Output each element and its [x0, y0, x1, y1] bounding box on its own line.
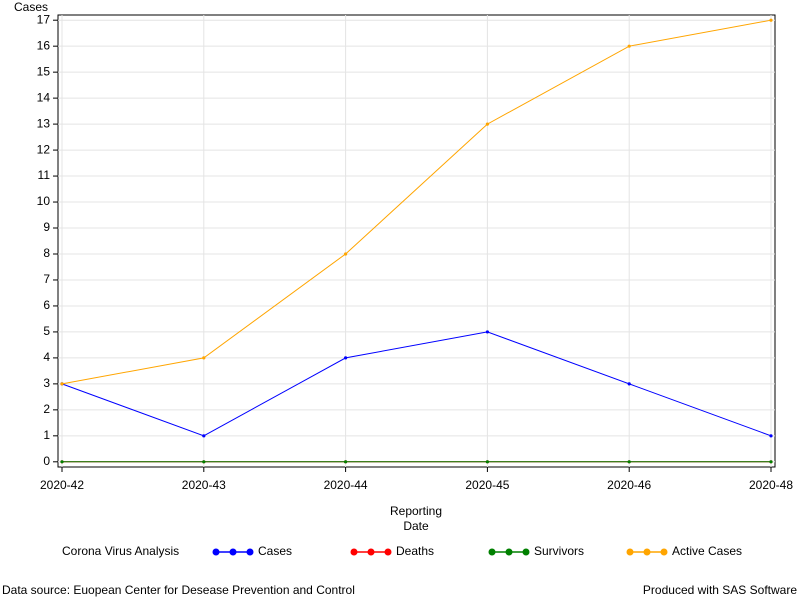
legend-marker: [505, 548, 513, 556]
y-axis-label: Cases: [14, 0, 48, 14]
y-tick-label: 9: [43, 220, 50, 234]
y-tick-label: 10: [37, 194, 51, 208]
x-tick-label: 2020-43: [182, 478, 226, 492]
x-tick-label: 2020-46: [607, 478, 651, 492]
footnote: Data source: Euopean Center for Desease …: [2, 583, 355, 597]
x-axis-label: Reporting Date: [389, 504, 443, 533]
legend-marker: [212, 548, 220, 556]
y-tick-label: 1: [43, 428, 50, 442]
data-point: [769, 434, 773, 438]
y-tick-label: 4: [43, 350, 50, 364]
data-point: [769, 460, 773, 464]
series-line: [61, 19, 772, 385]
y-tick-label: 12: [37, 142, 51, 156]
data-point: [60, 460, 64, 464]
y-tick-label: 7: [43, 272, 50, 286]
legend-title: Corona Virus Analysis: [62, 544, 179, 558]
y-tick-label: 15: [37, 64, 51, 78]
data-point: [485, 122, 489, 126]
x-tick-label: 2020-48: [749, 478, 793, 492]
y-tick-label: 13: [37, 116, 51, 130]
data-point: [344, 356, 348, 360]
legend-marker: [660, 548, 668, 556]
data-point: [627, 460, 631, 464]
data-point: [202, 356, 206, 360]
legend-marker: [643, 548, 651, 556]
legend-marker: [384, 548, 392, 556]
plot-frame: [57, 14, 776, 468]
legend-marker: [488, 548, 496, 556]
footnote: Produced with SAS Software: [643, 583, 797, 597]
y-tick-label: 14: [37, 90, 51, 104]
data-point: [202, 460, 206, 464]
data-point: [202, 434, 206, 438]
y-tick-label: 6: [43, 298, 50, 312]
legend-marker: [246, 548, 254, 556]
legend-marker: [522, 548, 530, 556]
data-point: [627, 382, 631, 386]
legend-marker: [626, 548, 634, 556]
y-tick-label: 17: [37, 12, 51, 26]
y-tick-label: 0: [43, 454, 50, 468]
x-tick-label: 2020-42: [40, 478, 84, 492]
data-point: [60, 382, 64, 386]
legend-label: Active Cases: [672, 544, 742, 558]
data-point: [769, 18, 773, 22]
legend-marker: [367, 548, 375, 556]
y-tick-label: 3: [43, 376, 50, 390]
y-tick-label: 2: [43, 402, 50, 416]
legend-marker: [229, 548, 237, 556]
legend-label: Survivors: [534, 544, 584, 558]
data-point: [485, 330, 489, 334]
data-point: [485, 460, 489, 464]
y-tick-label: 11: [38, 168, 51, 182]
y-tick-label: 8: [43, 246, 50, 260]
data-point: [344, 252, 348, 256]
x-tick-label: 2020-44: [324, 478, 368, 492]
legend-marker: [350, 548, 358, 556]
y-tick-label: 5: [43, 324, 50, 338]
data-point: [344, 460, 348, 464]
x-tick-label: 2020-45: [465, 478, 509, 492]
y-tick-label: 16: [37, 38, 51, 52]
legend-label: Deaths: [396, 544, 434, 558]
series-line: [61, 331, 772, 437]
data-point: [627, 44, 631, 48]
legend-label: Cases: [258, 544, 292, 558]
